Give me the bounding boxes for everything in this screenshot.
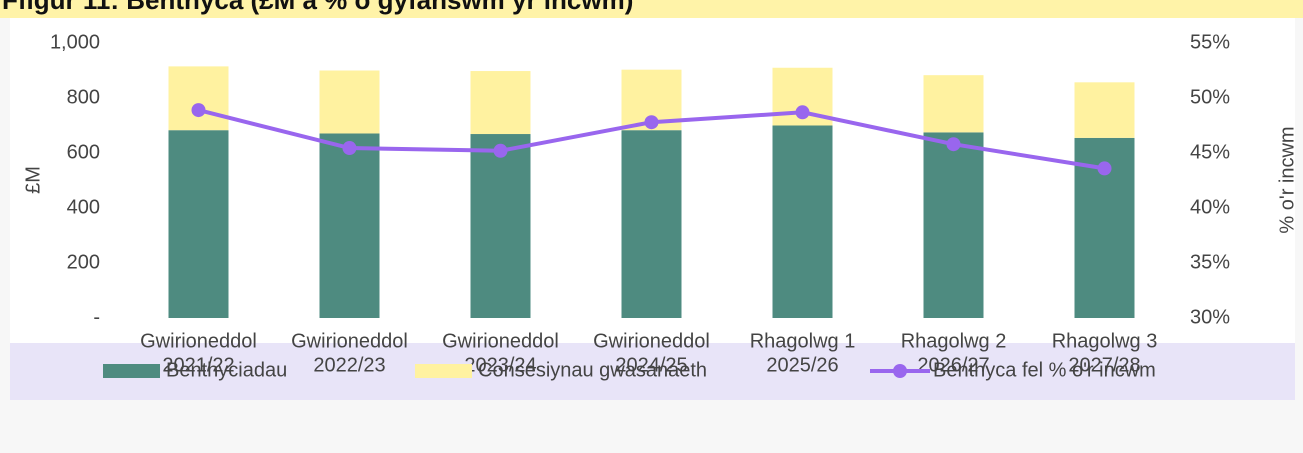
line-marker: [1097, 161, 1112, 176]
bar: [470, 71, 531, 135]
legend-label: Benthyca fel % o'r incwm: [933, 359, 1156, 381]
y-tick-label: 400: [67, 196, 100, 218]
x-tick-label: 2021/22: [162, 354, 234, 376]
legend-swatch: [415, 364, 472, 378]
x-tick-label: 2024/25: [615, 354, 687, 376]
y-tick-label: -: [93, 306, 100, 328]
y2-tick-label: 40%: [1190, 196, 1230, 218]
y2-tick-label: 55%: [1190, 31, 1230, 53]
title-band: [0, 0, 1303, 18]
x-tick-label: 2027/28: [1068, 354, 1140, 376]
x-tick-label: 2025/26: [766, 354, 838, 376]
line-marker: [946, 137, 961, 152]
bar: [1074, 82, 1135, 138]
line-marker: [493, 143, 508, 158]
y2-tick-label: 35%: [1190, 251, 1230, 273]
x-tick-label: Gwirioneddol: [140, 330, 257, 352]
y2-tick-label: 45%: [1190, 141, 1230, 163]
bar: [923, 132, 984, 318]
legend-label: Consesiynau gwasanaeth: [478, 359, 707, 381]
line-marker: [342, 141, 357, 156]
y-tick-label: 1,000: [50, 31, 100, 53]
legend-label: Benthyciadau: [166, 359, 287, 381]
x-tick-label: 2022/23: [313, 354, 385, 376]
bar: [319, 133, 380, 318]
bar: [772, 125, 833, 318]
legend-band: [10, 343, 1295, 400]
bar: [168, 66, 229, 131]
bar: [470, 134, 531, 318]
x-tick-label: Rhagolwg 2: [901, 330, 1007, 352]
chart-title: Ffigur 11: Benthyca (£M a % o gyfanswm y…: [2, 0, 633, 15]
line-marker: [795, 105, 810, 120]
x-tick-label: Gwirioneddol: [593, 330, 710, 352]
line-marker: [644, 115, 659, 130]
x-tick-label: 2026/27: [917, 354, 989, 376]
y2-tick-label: 30%: [1190, 306, 1230, 328]
legend-marker: [893, 364, 907, 378]
line-marker: [191, 103, 206, 118]
bar: [168, 130, 229, 318]
legend-swatch: [103, 364, 160, 378]
bar: [319, 70, 380, 134]
x-tick-label: Rhagolwg 3: [1052, 330, 1158, 352]
x-tick-label: Gwirioneddol: [442, 330, 559, 352]
y-axis-label: £M: [22, 166, 44, 194]
bar: [923, 75, 984, 133]
y2-axis-label: % o'r incwm: [1276, 126, 1298, 233]
x-tick-label: 2023/24: [464, 354, 536, 376]
y2-tick-label: 50%: [1190, 86, 1230, 108]
x-tick-label: Gwirioneddol: [291, 330, 408, 352]
y-tick-label: 800: [67, 86, 100, 108]
y-tick-label: 600: [67, 141, 100, 163]
x-tick-label: Rhagolwg 1: [750, 330, 856, 352]
y-tick-label: 200: [67, 251, 100, 273]
bar: [621, 130, 682, 318]
